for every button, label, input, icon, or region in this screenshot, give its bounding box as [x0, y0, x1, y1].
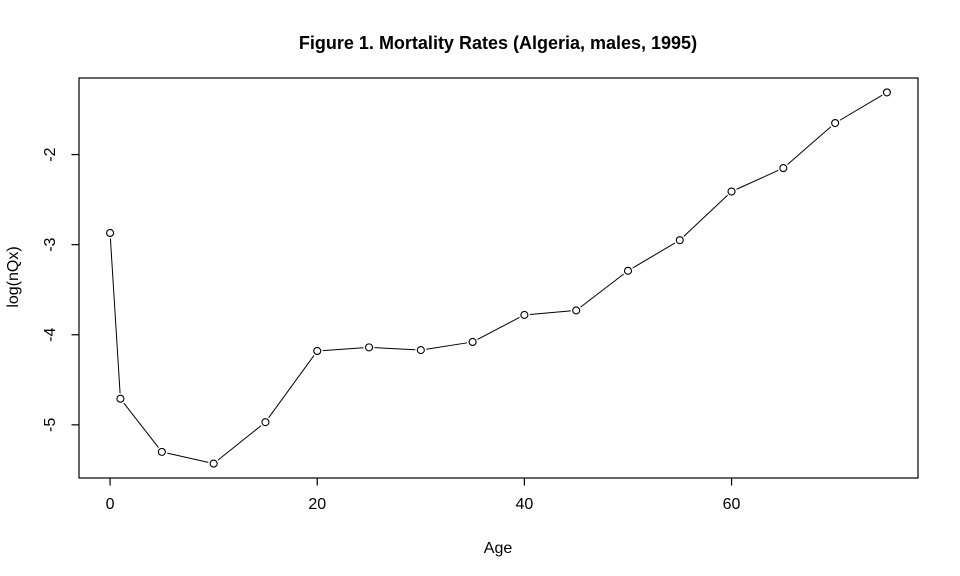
data-point [572, 306, 581, 315]
series-segment [217, 425, 262, 461]
x-axis-label: Age [484, 540, 513, 557]
data-point [416, 346, 425, 355]
data-point [209, 459, 218, 468]
series-segment [787, 126, 832, 165]
x-tick-label: 20 [308, 496, 326, 513]
data-point [520, 310, 529, 319]
x-axis-ticks: 0 20 40 60 [106, 478, 741, 513]
y-axis-label: log(nQx) [5, 246, 22, 307]
series-segment [683, 194, 728, 237]
data-point [727, 187, 736, 196]
data-point [157, 447, 166, 456]
series-segment [477, 317, 520, 340]
series-segment [123, 402, 159, 448]
y-tick-label: -5 [42, 418, 59, 432]
data-point [623, 266, 633, 275]
data-point [675, 236, 684, 245]
x-tick-label: 40 [515, 496, 533, 513]
y-axis-ticks: -5 -4 -3 -2 [42, 147, 79, 432]
series-segment [109, 238, 121, 394]
series-segment [736, 169, 779, 190]
series-segment [167, 452, 209, 463]
data-point [882, 88, 891, 97]
data-point [313, 346, 322, 356]
x-tick-label: 60 [723, 496, 741, 513]
data-point [261, 418, 270, 427]
series-segment [322, 347, 364, 352]
y-tick-label: -2 [42, 147, 59, 161]
data-point [831, 118, 840, 128]
series-segment [268, 355, 315, 418]
series-segment [632, 242, 676, 269]
data-series [106, 88, 891, 468]
data-point [468, 337, 477, 347]
data-point [116, 394, 125, 403]
series-segment [426, 342, 468, 350]
data-point [106, 228, 115, 238]
y-tick-label: -4 [42, 328, 59, 342]
series-segment [839, 94, 883, 121]
plot-border [78, 77, 919, 479]
chart-title: Figure 1. Mortality Rates (Algeria, male… [299, 33, 697, 53]
data-point [779, 164, 788, 173]
x-tick-label: 0 [106, 496, 115, 513]
data-point [364, 343, 374, 352]
series-segment [529, 310, 571, 315]
series-segment [374, 347, 416, 351]
y-tick-label: -3 [42, 237, 59, 251]
series-segment [580, 273, 624, 308]
